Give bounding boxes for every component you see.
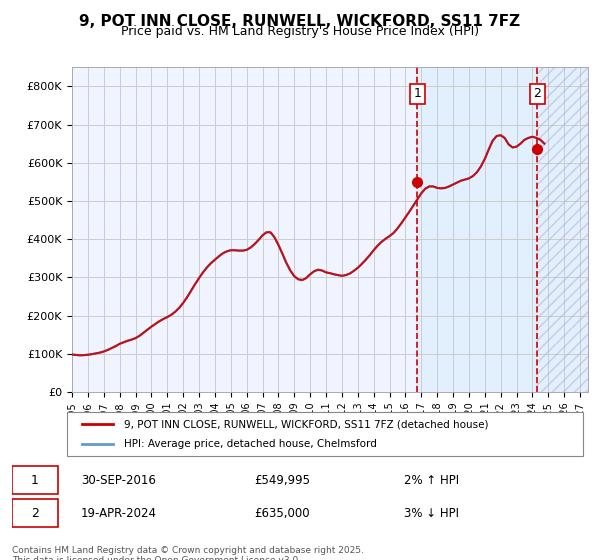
Text: Price paid vs. HM Land Registry's House Price Index (HPI): Price paid vs. HM Land Registry's House … — [121, 25, 479, 38]
Text: 2: 2 — [533, 87, 541, 100]
FancyBboxPatch shape — [12, 466, 58, 494]
FancyBboxPatch shape — [12, 499, 58, 527]
Text: 9, POT INN CLOSE, RUNWELL, WICKFORD, SS11 7FZ: 9, POT INN CLOSE, RUNWELL, WICKFORD, SS1… — [79, 14, 521, 29]
Text: 9, POT INN CLOSE, RUNWELL, WICKFORD, SS11 7FZ (detached house): 9, POT INN CLOSE, RUNWELL, WICKFORD, SS1… — [124, 419, 488, 429]
Bar — [418, 67, 588, 392]
Bar — [537, 67, 588, 392]
Text: 19-APR-2024: 19-APR-2024 — [81, 507, 157, 520]
Text: 1: 1 — [413, 87, 421, 100]
Text: 3% ↓ HPI: 3% ↓ HPI — [404, 507, 458, 520]
Text: £635,000: £635,000 — [254, 507, 310, 520]
Text: 2% ↑ HPI: 2% ↑ HPI — [404, 474, 459, 487]
FancyBboxPatch shape — [67, 412, 583, 456]
Text: 2: 2 — [31, 507, 39, 520]
Text: HPI: Average price, detached house, Chelmsford: HPI: Average price, detached house, Chel… — [124, 439, 376, 449]
Text: 1: 1 — [31, 474, 39, 487]
Text: Contains HM Land Registry data © Crown copyright and database right 2025.
This d: Contains HM Land Registry data © Crown c… — [12, 546, 364, 560]
Text: £549,995: £549,995 — [254, 474, 310, 487]
Text: 30-SEP-2016: 30-SEP-2016 — [81, 474, 156, 487]
